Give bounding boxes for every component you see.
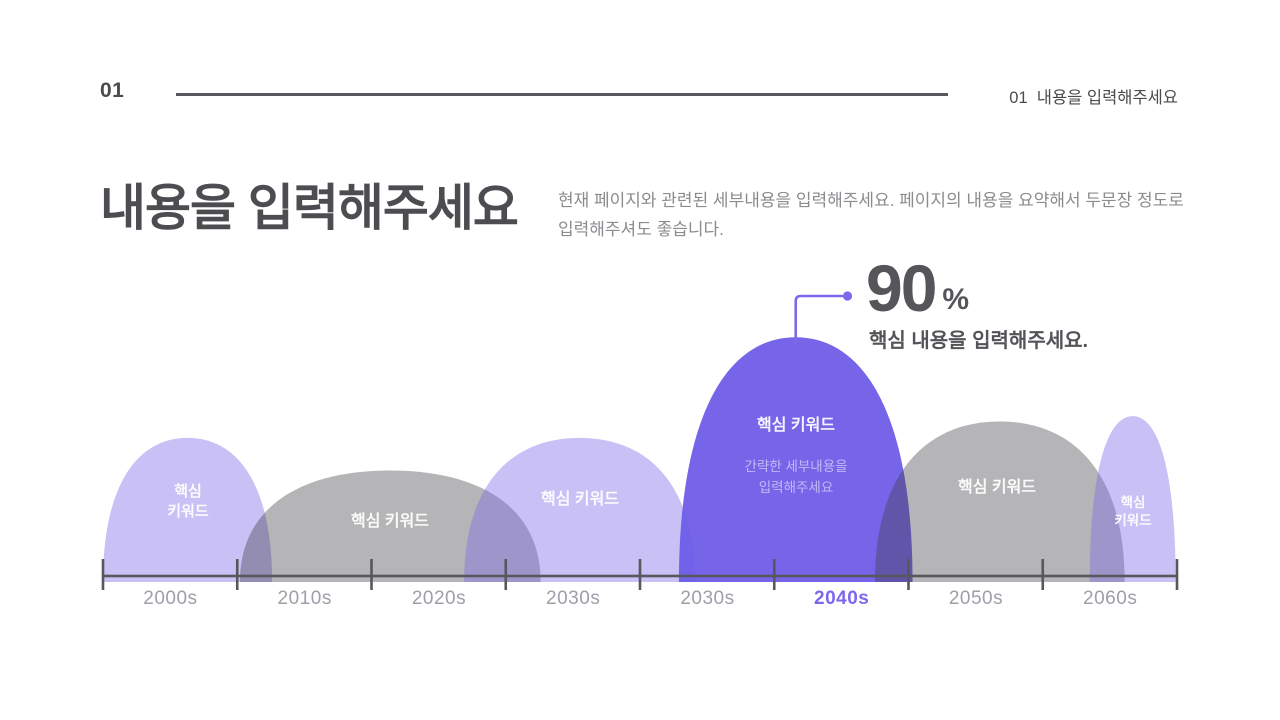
dome-1-label: 핵심 키워드 [167, 483, 209, 520]
dome-4-sublabel: 간략한 세부내용을 입력해주세요 [744, 459, 848, 495]
axis-label-2050s: 2050s [948, 588, 1004, 609]
callout-number: 90 [866, 251, 937, 325]
axis-tick [101, 559, 105, 590]
dome-6-label: 핵심 키워드 [1114, 495, 1152, 528]
callout-caption: 핵심 내용을 입력해주세요. [869, 330, 1089, 352]
connector-line [794, 294, 844, 347]
dome-2-label: 핵심 키워드 [350, 513, 430, 530]
axis-tick [504, 559, 508, 590]
callout-value: 90 % [866, 251, 970, 325]
axis-line [101, 574, 1179, 578]
page-title: 내용을 입력해주세요 [100, 180, 519, 236]
dome-shape-2 [239, 470, 541, 582]
dome-4-label: 핵심 키워드 [756, 417, 836, 434]
dome-5-label: 핵심 키워드 [957, 479, 1037, 496]
axis-label-2010s: 2010s [277, 588, 332, 609]
axis-label-2040s-highlighted: 2040s [814, 588, 870, 609]
axis-label-2020s: 2020s [411, 588, 467, 609]
header-breadcrumb: 01 내용을 입력해주세요 [1009, 89, 1178, 107]
callout-connector [794, 291, 853, 347]
page-description: 현재 페이지와 관련된 세부내용을 입력해주세요. 페이지의 내용을 요약해서 … [558, 191, 1184, 240]
axis-tick [370, 559, 373, 590]
header-divider-line [176, 93, 948, 96]
axis-tick [907, 559, 910, 590]
dome-shape-4 [678, 337, 913, 582]
dome-shape-1 [103, 437, 273, 582]
axis-label-2000s: 2000s [143, 588, 198, 609]
dome-shape-5 [874, 421, 1125, 582]
dome-shape-3 [464, 437, 696, 582]
connector-dot [842, 291, 853, 301]
axis [101, 559, 1179, 590]
axis-tick [772, 559, 776, 590]
dome-3-label: 핵심 키워드 [540, 491, 620, 508]
axis-label-2030s-a: 2030s [546, 588, 601, 609]
axis-label-2030s-b: 2030s [680, 588, 735, 609]
dome-shape-6 [1089, 416, 1176, 582]
axis-tick [638, 559, 642, 590]
axis-tick [1175, 559, 1179, 590]
page-number: 01 [100, 79, 125, 102]
axis-label-2060s: 2060s [1083, 588, 1138, 609]
axis-tick [1041, 559, 1045, 590]
dome-areas [103, 337, 1176, 582]
axis-tick [235, 559, 239, 590]
percent-sign: % [942, 282, 970, 316]
